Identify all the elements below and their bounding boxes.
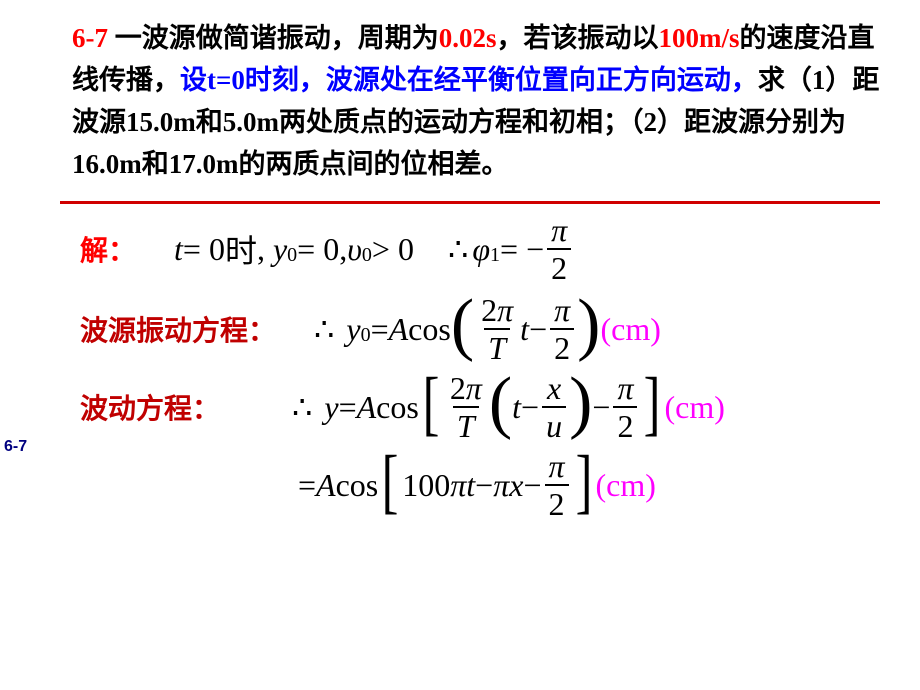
period-value: 0.02s <box>439 23 497 53</box>
solution-row-initial: 解： t = 0时, y0 = 0, υ0 > 0 ∴ φ1 = − π2 <box>80 214 890 284</box>
solution-row-wave: 波动方程： ∴ y = Acos [ 2πT ( t − xu ) − π2 ]… <box>80 372 890 442</box>
condition: 设t=0时刻，波源处在经平衡位置向正方向运动， <box>180 65 758 95</box>
speed-value: 100m/s <box>659 23 740 53</box>
wave-eq-label: 波动方程： <box>80 387 220 427</box>
solution-row-source: 波源振动方程： ∴ y0 = Acos ( 2πT t − π2 ) (cm) <box>80 294 890 364</box>
solution-row-wave2: = Acos [ 100πt − πx − π2 ] (cm) <box>80 450 890 520</box>
math-source: ∴ y0 = Acos ( 2πT t − π2 ) (cm) <box>314 294 661 364</box>
solve-label: 解： <box>80 229 136 269</box>
source-eq-label: 波源振动方程： <box>80 309 276 349</box>
math-wave: ∴ y = Acos [ 2πT ( t − xu ) − π2 ] (cm) <box>292 372 725 442</box>
text: ，若该振动以 <box>497 23 659 53</box>
problem-number: 6-7 <box>72 23 115 53</box>
solution-area: 解： t = 0时, y0 = 0, υ0 > 0 ∴ φ1 = − π2 波源… <box>0 204 920 520</box>
math-initial: t = 0时, y0 = 0, υ0 > 0 ∴ φ1 = − π2 <box>174 214 574 284</box>
math-wave2: = Acos [ 100πt − πx − π2 ] (cm) <box>298 450 656 520</box>
side-label: 6-7 <box>4 438 27 456</box>
text: 一波源做简谐振动，周期为 <box>115 23 439 53</box>
problem-statement: 6-7 一波源做简谐振动，周期为0.02s，若该振动以100m/s的速度沿直线传… <box>0 0 920 195</box>
